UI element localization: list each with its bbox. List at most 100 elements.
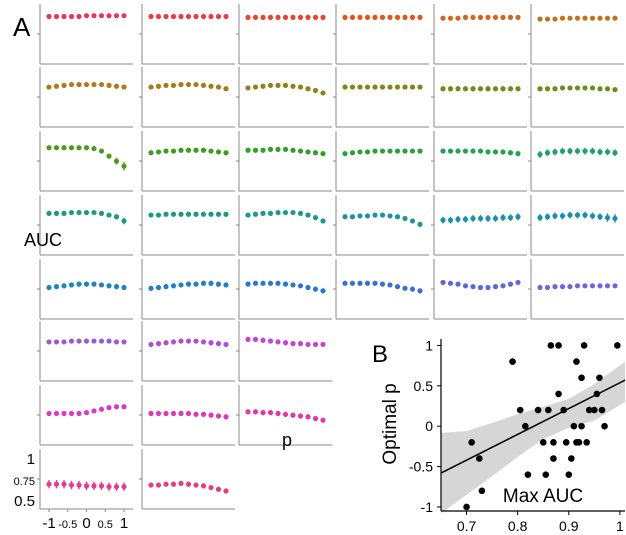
subplot-point: [61, 82, 67, 88]
subplot-point: [46, 481, 52, 487]
subplot-point: [582, 15, 588, 21]
panel-b-point: [580, 342, 588, 349]
subplot-1: [37, 4, 133, 65]
subplot-point: [178, 282, 184, 288]
subplot-point: [275, 339, 281, 345]
subplot-point: [223, 414, 229, 420]
subplot-point: [409, 14, 416, 20]
subplot-point: [409, 218, 416, 224]
subplot-point: [305, 14, 311, 20]
subplot-point: [402, 84, 408, 90]
subplot-point: [53, 339, 60, 345]
subplot-point: [507, 281, 514, 287]
subplot-29: [431, 259, 527, 320]
subplot-35: [139, 385, 235, 446]
subplot-point: [155, 284, 162, 291]
subplot-point: [193, 147, 199, 153]
subplot-point: [178, 480, 184, 486]
subplot-point: [245, 212, 251, 218]
panel-b-point: [476, 455, 483, 462]
subplot-point: [170, 13, 177, 20]
subplot-point: [470, 148, 476, 154]
subplot-point: [113, 214, 120, 220]
panel-b-ylabel: Optimal p: [380, 383, 401, 464]
subplot-point: [83, 13, 90, 19]
subplot-point: [372, 84, 378, 90]
subplot-point: [46, 339, 52, 345]
subplot-point: [193, 13, 199, 20]
subplot-point: [402, 14, 408, 20]
subplot-point: [574, 85, 581, 91]
subplot-point: [597, 15, 603, 21]
subplot-point: [462, 216, 469, 222]
subplot-point: [98, 13, 105, 19]
subplot-point: [163, 211, 169, 217]
subplot-point: [245, 409, 251, 415]
subplot-point: [440, 86, 446, 92]
subplot-point: [507, 150, 514, 156]
subplot-15: [236, 131, 332, 192]
panel-a-xtick-label: -1: [42, 515, 55, 532]
subplot-point: [379, 281, 386, 287]
subplot-point: [312, 286, 319, 292]
subplot-point: [349, 150, 356, 156]
subplot-point: [537, 284, 543, 291]
subplot-point: [215, 486, 222, 492]
subplot-point: [320, 288, 326, 294]
subplot-point: [470, 14, 476, 20]
subplot-point: [477, 14, 484, 20]
subplot-point: [574, 283, 581, 289]
subplot-26: [139, 259, 235, 320]
subplot-16: [333, 131, 429, 192]
subplot-point: [61, 13, 67, 20]
subplot-point: [394, 14, 401, 20]
subplot-point: [53, 210, 60, 216]
panel-a-ytick-label: 0.5: [14, 493, 35, 510]
subplot-point: [83, 209, 90, 216]
subplot-point: [155, 410, 162, 417]
subplot-point: [342, 214, 348, 220]
subplot-point: [312, 215, 319, 221]
panel-b-chart: 1 0.5 0 -0.5 -1 0.7 0.8 0.9 1 Max AUC Optimal p: [380, 337, 626, 534]
subplot-point: [91, 13, 97, 19]
subplot-point: [297, 148, 304, 154]
subplot-point: [544, 86, 551, 92]
subplot-point: [170, 211, 177, 217]
subplot-point: [193, 482, 199, 488]
subplot-point: [417, 221, 423, 227]
subplot-point: [91, 81, 97, 88]
subplot-point: [597, 149, 603, 155]
subplot-point: [163, 284, 169, 290]
panel-b-point: [596, 374, 603, 382]
panel-b-point: [550, 439, 557, 446]
subplot-point: [178, 81, 184, 88]
subplot-point: [155, 149, 162, 155]
subplot-point: [223, 211, 229, 217]
subplot-point: [589, 148, 596, 154]
panel-b-point: [522, 422, 529, 430]
panel-b-xtick-label: 0.8: [508, 518, 528, 534]
subplot-point: [121, 404, 127, 410]
subplot-point: [470, 215, 476, 222]
subplot-point: [163, 13, 169, 20]
subplot-point: [559, 15, 566, 21]
subplot-point: [507, 215, 514, 221]
subplot-point: [394, 148, 401, 154]
subplot-point: [440, 15, 446, 21]
subplot-point: [320, 341, 326, 348]
subplot-point: [485, 149, 491, 155]
subplot-14: [139, 131, 235, 192]
subplot-point: [163, 481, 169, 487]
subplot-point: [402, 215, 408, 222]
subplot-point: [76, 145, 82, 151]
subplot-point: [83, 338, 90, 344]
subplot-point: [245, 14, 251, 20]
subplot-point: [455, 15, 461, 21]
subplot-point: [68, 13, 75, 20]
panel-b-point: [578, 374, 585, 382]
subplot-point: [121, 84, 127, 90]
subplot-point: [148, 84, 154, 90]
subplot-point: [559, 213, 566, 219]
subplot-17: [431, 131, 527, 192]
subplot-point: [447, 86, 454, 92]
